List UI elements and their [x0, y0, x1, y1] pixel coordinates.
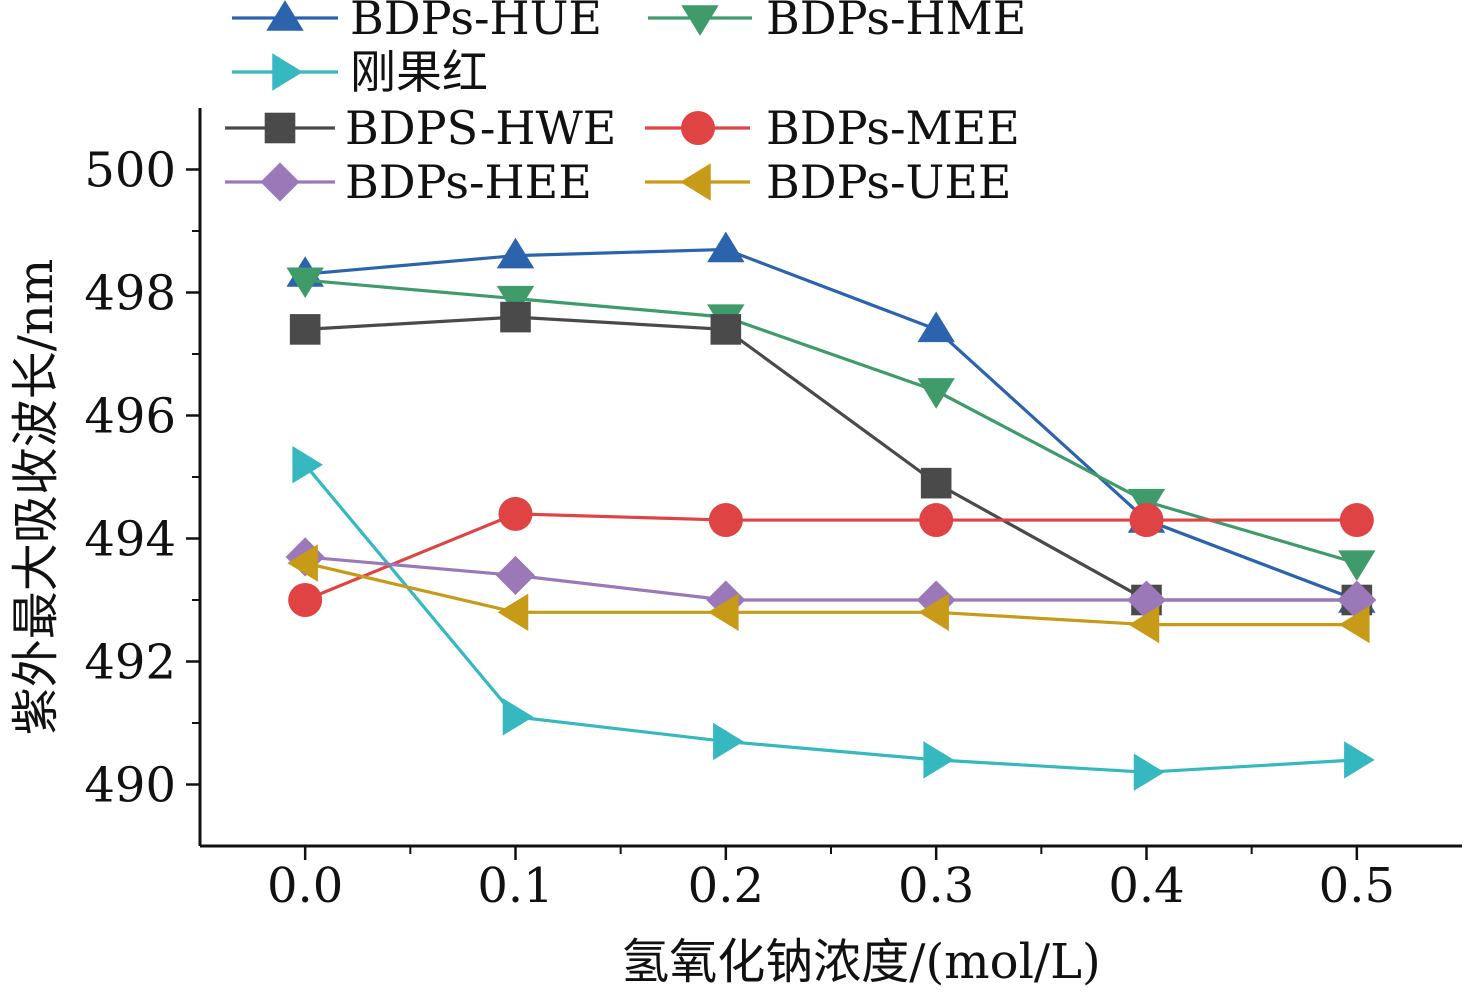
legend-marker [260, 162, 300, 202]
y-tick-label: 496 [84, 389, 176, 445]
data-point [1344, 741, 1375, 779]
data-point [1338, 550, 1376, 581]
data-point [918, 593, 949, 631]
series-BDPs-HEE [285, 537, 1377, 620]
x-tick-label: 0.4 [1108, 858, 1184, 914]
x-tick-label: 0.3 [898, 858, 974, 914]
legend-label: BDPs-HUE [350, 0, 602, 45]
series-刚果红 [292, 446, 1375, 791]
legend-item: 刚果红 [232, 45, 488, 99]
data-point [920, 467, 952, 499]
data-point [1133, 753, 1165, 791]
y-tick-label: 494 [84, 512, 176, 568]
legend-marker [266, 0, 304, 31]
data-point [1339, 503, 1374, 538]
x-axis-title: 氢氧化钠浓度/(mol/L) [621, 934, 1100, 990]
legend-marker [681, 5, 719, 36]
data-point [919, 503, 954, 538]
legend-marker [681, 111, 715, 145]
data-point [496, 237, 535, 269]
series-layer [285, 231, 1377, 791]
data-point [713, 722, 744, 761]
data-point [496, 285, 535, 317]
data-point [287, 544, 318, 582]
legend-label: BDPs-UEE [766, 155, 1011, 209]
data-point [1338, 605, 1370, 644]
series-line [305, 247, 1358, 602]
data-point [502, 698, 534, 736]
series-line [303, 463, 1357, 774]
y-axis-title: 紫外最大吸收波长/nm [8, 259, 64, 736]
legend-label: BDPs-HEE [345, 155, 592, 209]
legend-label: BDPS-HWE [345, 101, 616, 155]
series-line [305, 278, 1358, 565]
data-point [498, 496, 533, 531]
data-point [288, 583, 323, 617]
legend-item: BDPs-HUE [232, 0, 602, 45]
legend-marker [264, 112, 296, 144]
series-line [304, 512, 1357, 602]
data-point [1128, 605, 1160, 644]
legend-item: BDPs-UEE [645, 155, 1011, 209]
series-line [304, 561, 1357, 627]
series-line [305, 555, 1357, 602]
y-tick-label: 490 [84, 758, 176, 814]
data-point [707, 231, 745, 263]
series-BDPs-UEE [287, 544, 1370, 644]
plot-frame: 0.0 0.1 0.2 0.3 0.4 0.5 490 492 494 496 498 500 [84, 108, 1462, 914]
legend-label: 刚果红 [350, 45, 488, 99]
series-BDPs-MEE [288, 496, 1374, 617]
series-line [305, 315, 1357, 602]
data-point [500, 301, 531, 333]
data-point [286, 267, 324, 299]
y-tick-label: 498 [84, 266, 176, 322]
data-point [289, 314, 321, 345]
legend-item: BDPs-MEE [645, 101, 1020, 155]
legend-marker [272, 53, 303, 91]
x-tick-label: 0.5 [1319, 858, 1395, 914]
y-tick-label: 492 [84, 635, 176, 691]
data-point [1129, 503, 1164, 538]
x-tick-label: 0.1 [477, 858, 553, 914]
series-BDPs-HUE [286, 231, 1376, 613]
data-point [495, 555, 536, 595]
data-point [923, 741, 955, 779]
data-point [1126, 580, 1167, 620]
series-BDPs-HME [286, 267, 1376, 581]
data-point [917, 311, 955, 343]
data-point [497, 593, 529, 631]
data-point [292, 446, 324, 484]
y-tick-label: 500 [84, 143, 176, 199]
x-tick-label: 0.0 [267, 858, 343, 914]
legend-item: BDPs-HME [648, 0, 1026, 45]
x-tick-label: 0.2 [688, 858, 764, 914]
data-point [708, 503, 743, 538]
legend-marker [680, 163, 711, 201]
data-point [707, 593, 739, 631]
legend-label: BDPs-MEE [766, 101, 1020, 155]
legend-item: BDPs-HEE [225, 155, 592, 209]
data-point [917, 378, 955, 409]
data-point [710, 314, 742, 345]
legend-item: BDPS-HWE [225, 101, 616, 155]
legend-label: BDPs-HME [766, 0, 1026, 45]
